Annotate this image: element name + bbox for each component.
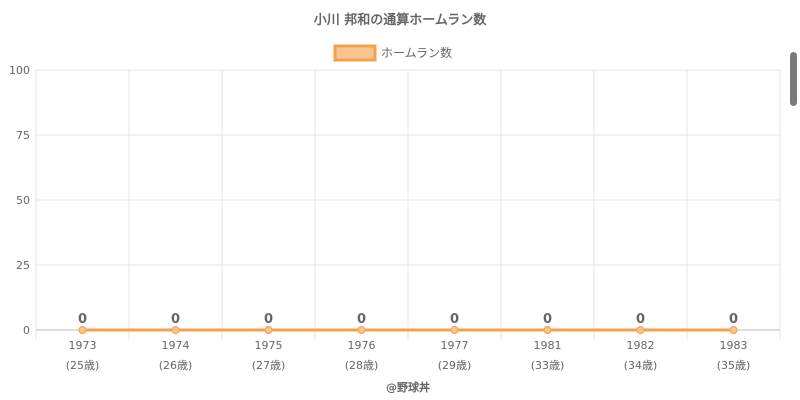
x-tick-label: 1974 [162, 339, 190, 352]
y-tick-label: 25 [16, 259, 30, 272]
data-label: 0 [729, 312, 738, 327]
x-tick-label: 1982 [627, 339, 655, 352]
data-point [543, 326, 552, 334]
data-label: 0 [78, 312, 87, 327]
data-label: 0 [171, 312, 180, 327]
legend-label: ホームラン数 [381, 45, 452, 60]
data-label: 0 [357, 312, 366, 327]
footer-credit: @野球丼 [386, 380, 430, 394]
x-tick-age-label: (35歳) [717, 359, 751, 372]
data-label: 0 [543, 312, 552, 327]
x-tick-label: 1976 [348, 339, 376, 352]
y-tick-label: 75 [16, 129, 30, 142]
x-tick-label: 1977 [441, 339, 469, 352]
x-tick-age-label: (25歳) [66, 359, 100, 372]
x-tick-label: 1983 [720, 339, 748, 352]
series-homeruns: 0 0 0 0 0 0 0 0 [78, 312, 738, 334]
legend-swatch [333, 44, 377, 62]
x-tick-age-label: (28歳) [345, 359, 379, 372]
x-tick-label: 1973 [69, 339, 97, 352]
y-tick-label: 100 [9, 64, 30, 77]
data-point [729, 326, 738, 334]
x-tick-age-label: (26歳) [159, 359, 193, 372]
x-tick-age-label: (29歳) [438, 359, 472, 372]
x-tick-label: 1981 [534, 339, 562, 352]
data-point [450, 326, 459, 334]
data-point [357, 326, 366, 334]
data-point [171, 326, 180, 334]
chart-title: 小川 邦和の通算ホームラン数 [314, 12, 487, 28]
scrollbar[interactable] [790, 52, 797, 106]
x-tick-age-label: (34歳) [624, 359, 658, 372]
x-axis: 1973 (25歳) 1974 (26歳) 1975 (27歳) 1976 (28歳) 1977… [66, 339, 751, 372]
x-tick-label: 1975 [255, 339, 283, 352]
data-point [636, 326, 645, 334]
data-label: 0 [264, 312, 273, 327]
y-axis: 0 25 50 75 100 [9, 64, 30, 337]
y-tick-label: 50 [16, 194, 30, 207]
x-tick-age-label: (27歳) [252, 359, 286, 372]
data-label: 0 [636, 312, 645, 327]
data-point [264, 326, 273, 334]
x-tick-age-label: (33歳) [531, 359, 565, 372]
data-label: 0 [450, 312, 459, 327]
grid [35, 69, 781, 340]
y-tick-label: 0 [23, 324, 30, 337]
data-point [78, 326, 87, 334]
legend[interactable]: ホームラン数 [333, 44, 452, 62]
